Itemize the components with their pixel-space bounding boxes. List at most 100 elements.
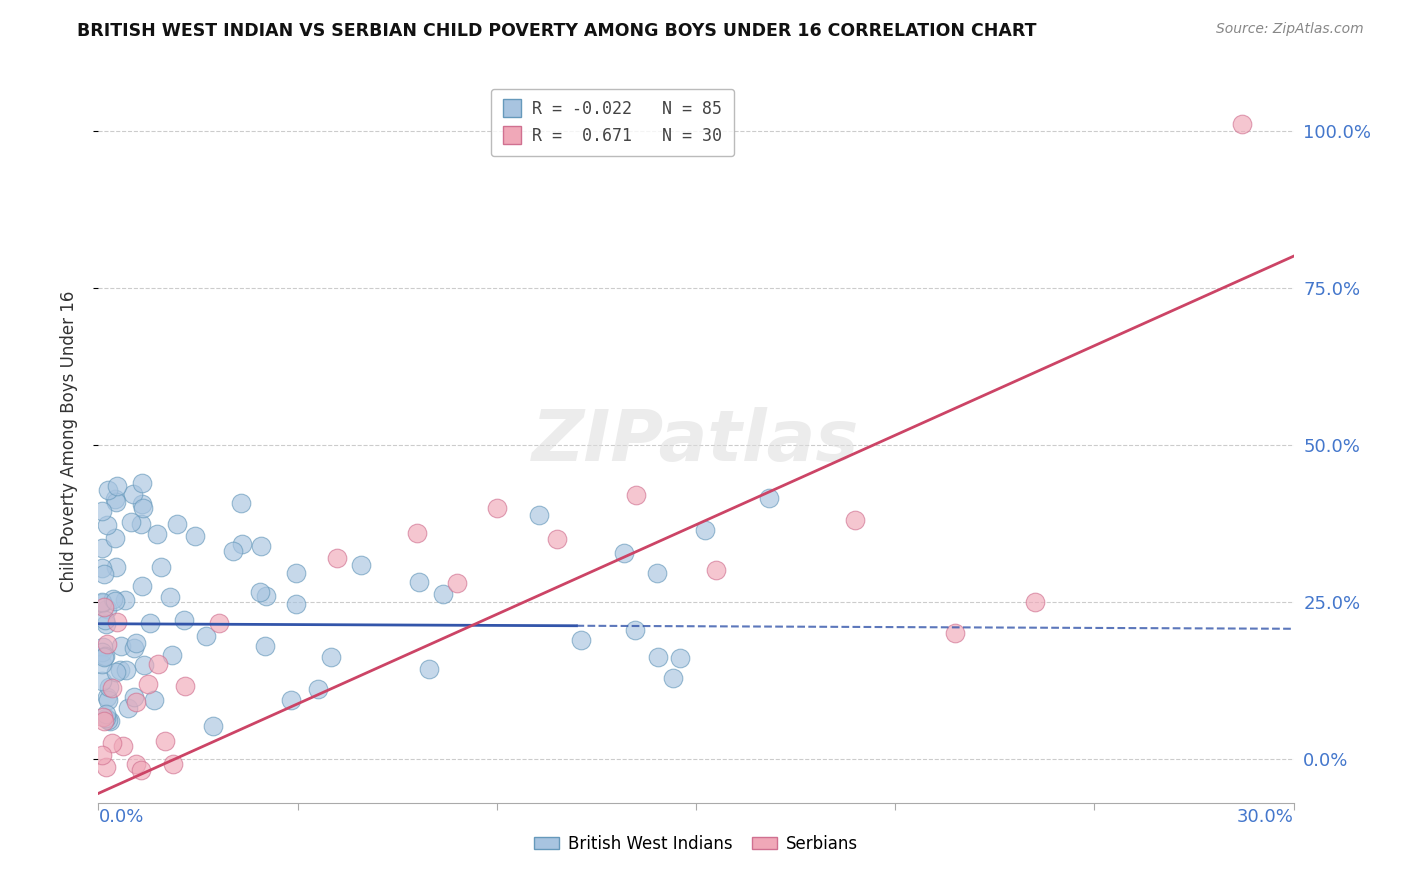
Point: [96, 637, 118, 651]
Point: [91, 541, 114, 556]
Point: [150, 560, 173, 574]
Point: [162, 756, 184, 771]
Point: [93, 650, 115, 665]
Point: [93, 567, 115, 582]
Point: [285, 597, 308, 611]
Point: [418, 662, 440, 676]
Point: [93, 714, 115, 728]
Point: [131, 498, 153, 512]
Point: [93, 600, 115, 615]
Point: [111, 739, 134, 754]
Point: [125, 695, 148, 709]
Point: [117, 701, 139, 715]
Point: [183, 529, 205, 543]
Point: [485, 500, 508, 515]
Point: [626, 488, 648, 502]
Point: [569, 633, 592, 648]
Point: [142, 692, 165, 706]
Point: [195, 629, 218, 643]
Point: [249, 585, 271, 599]
Point: [844, 513, 866, 527]
Point: [207, 615, 229, 630]
Point: [97, 713, 120, 727]
Point: [91, 645, 114, 659]
Point: [104, 495, 127, 509]
Point: [432, 587, 454, 601]
Point: [446, 575, 468, 590]
Point: [91, 561, 114, 575]
Point: [97, 483, 120, 498]
Point: [139, 615, 162, 630]
Point: [613, 546, 636, 560]
Point: [91, 595, 114, 609]
Point: [105, 665, 128, 679]
Point: [132, 657, 155, 672]
Point: [91, 504, 114, 518]
Point: [173, 613, 195, 627]
Point: [645, 566, 668, 581]
Point: [101, 736, 124, 750]
Point: [704, 563, 727, 577]
Point: [160, 648, 183, 662]
Point: [546, 532, 568, 546]
Point: [97, 693, 120, 707]
Point: [129, 763, 152, 777]
Point: [159, 590, 181, 604]
Point: [254, 639, 277, 653]
Point: [527, 508, 550, 522]
Point: [148, 657, 170, 672]
Point: [122, 690, 145, 705]
Point: [408, 575, 430, 590]
Point: [406, 525, 429, 540]
Point: [98, 680, 121, 694]
Point: [91, 710, 114, 724]
Point: [943, 626, 966, 640]
Point: [110, 639, 132, 653]
Point: [280, 693, 302, 707]
Point: [132, 501, 155, 516]
Point: [110, 663, 132, 677]
Point: [131, 517, 153, 532]
Point: [174, 679, 197, 693]
Point: [125, 635, 148, 649]
Point: [122, 487, 145, 501]
Point: [96, 690, 118, 705]
Point: [120, 515, 142, 529]
Point: [231, 537, 253, 551]
Point: [131, 579, 153, 593]
Point: [104, 594, 127, 608]
Point: [131, 476, 153, 491]
Point: [624, 623, 647, 637]
Point: [104, 560, 127, 574]
Point: [115, 663, 138, 677]
Point: [96, 601, 118, 615]
Point: [91, 673, 114, 688]
Text: ZIPatlas: ZIPatlas: [533, 407, 859, 476]
Legend: British West Indians, Serbians: British West Indians, Serbians: [527, 828, 865, 860]
Text: 30.0%: 30.0%: [1237, 808, 1294, 826]
Point: [202, 719, 225, 733]
Point: [105, 478, 128, 492]
Point: [229, 496, 252, 510]
Text: Source: ZipAtlas.com: Source: ZipAtlas.com: [1216, 22, 1364, 37]
Point: [98, 714, 121, 728]
Point: [104, 492, 127, 507]
Point: [94, 648, 117, 663]
Point: [122, 641, 145, 656]
Text: BRITISH WEST INDIAN VS SERBIAN CHILD POVERTY AMONG BOYS UNDER 16 CORRELATION CHA: BRITISH WEST INDIAN VS SERBIAN CHILD POV…: [77, 22, 1036, 40]
Point: [146, 526, 169, 541]
Point: [319, 650, 342, 665]
Point: [114, 592, 136, 607]
Point: [124, 757, 146, 772]
Point: [307, 682, 329, 697]
Point: [91, 748, 114, 763]
Point: [100, 681, 122, 695]
Point: [350, 558, 373, 572]
Text: 0.0%: 0.0%: [98, 808, 143, 826]
Point: [326, 550, 349, 565]
Point: [249, 539, 271, 553]
Point: [662, 671, 685, 685]
Point: [94, 617, 117, 632]
Point: [105, 615, 128, 629]
Point: [91, 657, 114, 672]
